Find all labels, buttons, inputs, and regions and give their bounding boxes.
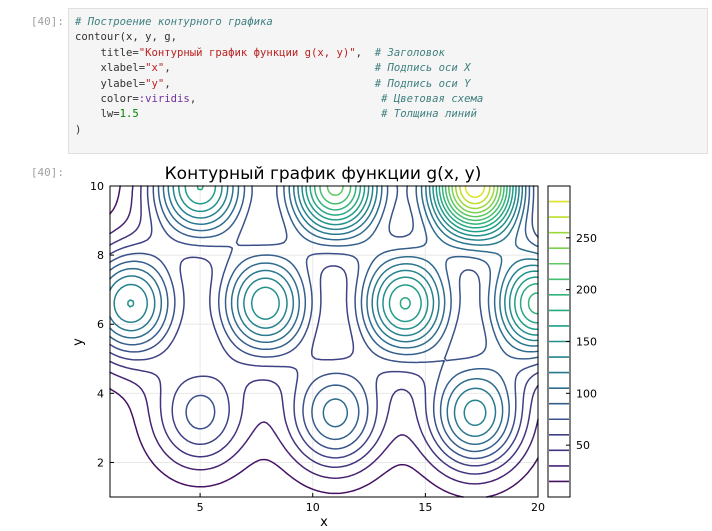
contour-line (109, 185, 539, 460)
code-key: title= (75, 46, 139, 59)
code-sep (139, 108, 381, 120)
contour-line (113, 185, 539, 427)
contour-line (313, 185, 539, 315)
colorbar-tick-label: 200 (576, 284, 597, 297)
code-editor[interactable]: # Построение контурного графика contour(… (69, 9, 707, 138)
x-tick-label: 5 (197, 501, 204, 514)
code-key: ylabel= (75, 77, 146, 90)
y-tick-label: 2 (97, 456, 104, 469)
code-comment: # Построение контурного графика (75, 16, 273, 28)
contour-line (184, 185, 539, 331)
contour-line (109, 185, 539, 485)
colorbar-tick-label: 250 (576, 232, 597, 245)
contour-line (454, 185, 495, 210)
colorbar-tick-label: 150 (576, 336, 597, 349)
code-comment: # Цветовая схема (381, 93, 484, 106)
code-symbol: :viridis (138, 93, 190, 106)
code-string: "x" (145, 62, 165, 75)
contour-line (109, 185, 539, 453)
code-sep: , (164, 77, 375, 90)
code-sep: , (189, 93, 382, 106)
code-comment: # Заголовок (374, 46, 445, 59)
x-tick-label: 20 (531, 501, 545, 514)
y-tick-label: 4 (97, 387, 104, 400)
x-tick-label: 15 (418, 501, 432, 514)
code-key: xlabel= (75, 62, 146, 75)
code-key: lw= (75, 108, 120, 121)
code-key: color= (75, 93, 139, 106)
code-cell[interactable]: # Построение контурного графика contour(… (68, 8, 708, 154)
code-comment: # Подпись оси Y (374, 77, 471, 90)
colorbar-tick-label: 100 (576, 387, 597, 400)
contour-line (109, 185, 539, 438)
colorbar-tick-label: 50 (576, 439, 590, 452)
contour-line (127, 185, 539, 336)
contour-chart: Контурный график функции g(x, y) 5 10 15 20… (71, 164, 597, 530)
y-axis-label: y (71, 338, 86, 346)
contour-line (464, 185, 486, 199)
contour-line (109, 185, 539, 467)
contour-line (109, 185, 539, 498)
contour-line (109, 185, 539, 475)
code-close: ) (75, 123, 82, 136)
chart-title: Контурный график функции g(x, y) (165, 164, 482, 184)
code-string: "Контурный график функции g(x, y)" (138, 46, 356, 59)
code-call: contour(x, y, g, (75, 31, 178, 44)
x-axis-label: x (320, 515, 328, 527)
x-tick-label: 10 (306, 501, 320, 514)
code-comment: # Подпись оси X (374, 62, 471, 75)
y-tick-label: 6 (97, 318, 104, 331)
output-prompt: [40]: (30, 166, 64, 179)
plot-frame (109, 185, 539, 498)
code-comment: # Толщина линий (381, 108, 477, 121)
contour-line (319, 185, 505, 222)
contour-line (451, 185, 499, 214)
contour-line (109, 185, 539, 446)
code-sep: , (355, 46, 375, 59)
input-prompt: [40]: (30, 15, 64, 28)
code-string: "y" (145, 77, 165, 90)
code-number: 1.5 (119, 108, 139, 121)
contour-line (459, 185, 491, 205)
y-tick-label: 10 (90, 180, 104, 193)
y-tick-label: 8 (97, 249, 104, 262)
contour-line (196, 185, 539, 324)
code-sep: , (164, 62, 375, 75)
output-area: Контурный график функции g(x, y) 5 10 15 20… (68, 160, 708, 531)
contour-line (326, 185, 502, 218)
